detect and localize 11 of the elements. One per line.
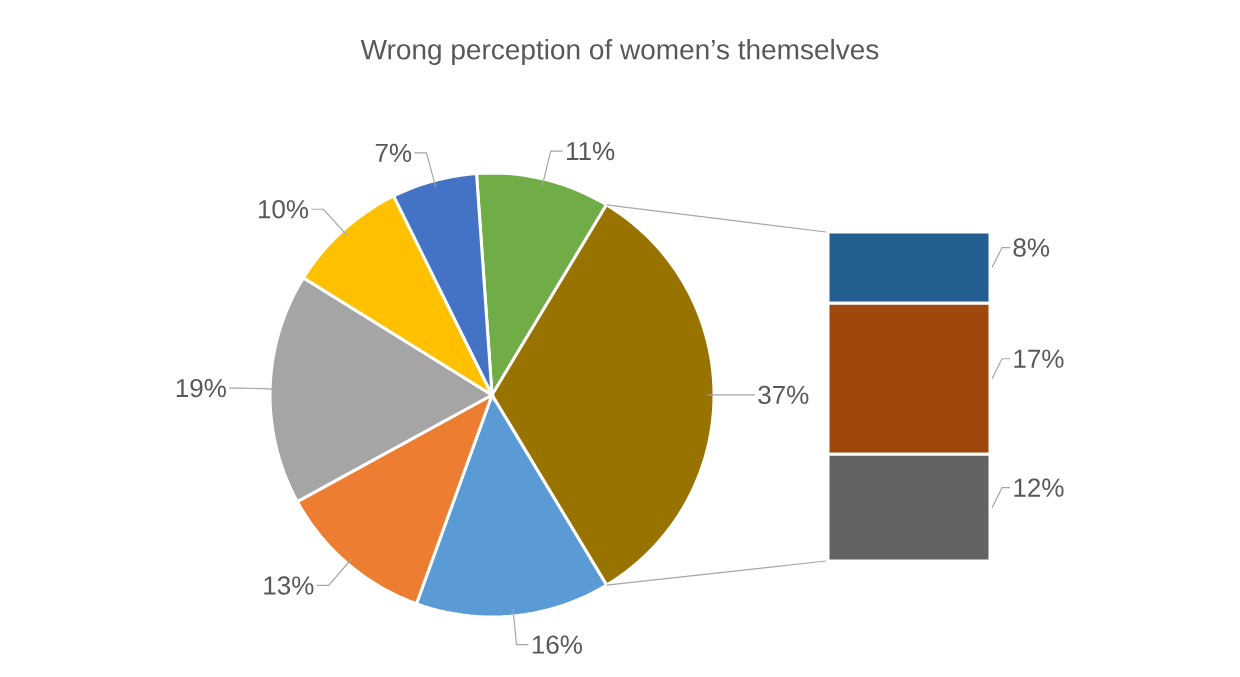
- data-label: 13%: [264, 576, 314, 595]
- data-label: 12%: [1014, 478, 1064, 497]
- data-label: 7%: [375, 143, 412, 162]
- chart-title: Wrong perception of women’s themselves: [360, 38, 879, 66]
- data-label: 8%: [1013, 238, 1050, 257]
- data-label: 16%: [532, 635, 582, 654]
- data-label: 37%: [758, 385, 809, 405]
- data-label: 19%: [176, 378, 226, 398]
- data-label: 11%: [567, 142, 615, 161]
- data-label: 17%: [1014, 349, 1064, 368]
- data-label: 10%: [258, 200, 309, 219]
